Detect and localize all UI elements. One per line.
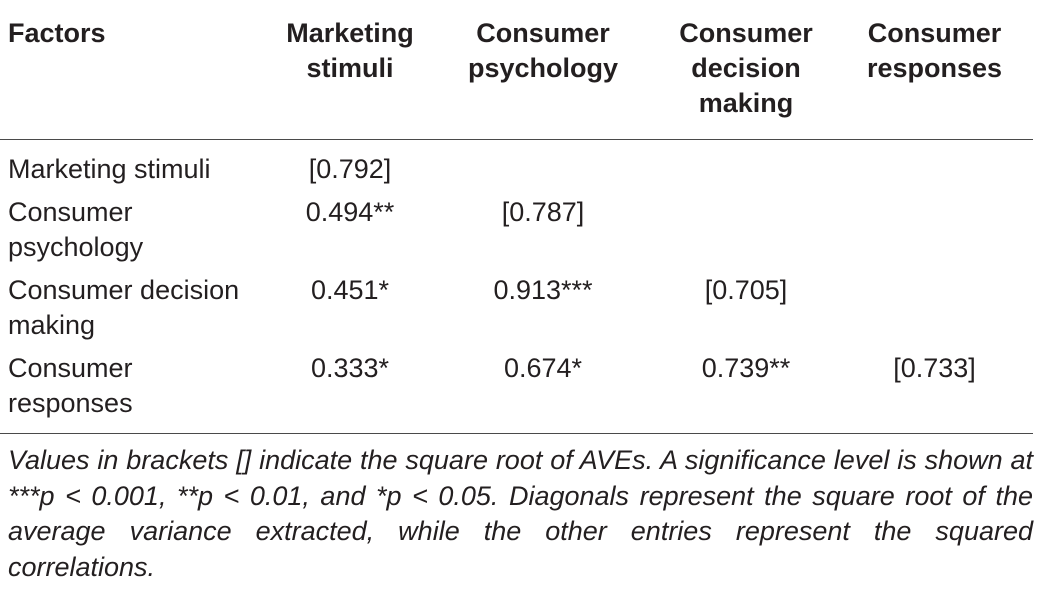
row-label-line: making: [8, 310, 96, 340]
row-label: Consumer psychology: [0, 195, 270, 273]
row-label-line: responses: [8, 388, 133, 418]
header-line: Consumer: [679, 18, 813, 48]
header-line: making: [698, 88, 794, 118]
table-cell: [0.705]: [704, 275, 788, 305]
header-consumer-psychology: Consumer psychology: [430, 0, 656, 140]
header-marketing-stimuli: Marketing stimuli: [270, 0, 430, 140]
header-line: decision: [691, 53, 801, 83]
header-consumer-decision-making: Consumer decision making: [656, 0, 836, 140]
table-cell: 0.913***: [493, 275, 593, 305]
factor-correlation-table: Factors Marketing stimuli Consumer psych…: [0, 0, 1033, 434]
table-cell: [656, 195, 836, 273]
table-cell: [836, 273, 1033, 351]
header-line: Marketing: [286, 18, 414, 48]
row-label-line: Consumer decision: [8, 275, 240, 305]
table-row: Consumer psychology 0.494** [0.787]: [0, 195, 1033, 273]
table-cell: [836, 140, 1033, 196]
header-line: Consumer: [867, 18, 1002, 48]
table-cell: [836, 195, 1033, 273]
table-cell: [0.733]: [893, 353, 976, 383]
row-label: Consumer responses: [0, 351, 270, 434]
table-cell: 0.333*: [310, 353, 390, 383]
header-line: stimuli: [306, 53, 394, 83]
header-line: responses: [866, 53, 1003, 83]
table-cell: 0.739**: [701, 353, 791, 383]
table-row: Consumer responses 0.333* 0.674* 0.739**…: [0, 351, 1033, 434]
table-cell: [0.792]: [308, 154, 392, 184]
table-row: Marketing stimuli [0.792]: [0, 140, 1033, 196]
table-cell: [430, 140, 656, 196]
header-consumer-responses: Consumer responses: [836, 0, 1033, 140]
row-label: Marketing stimuli: [0, 140, 270, 196]
table-cell: 0.494**: [305, 197, 395, 227]
header-line: Factors: [8, 18, 106, 48]
row-label: Consumer decision making: [0, 273, 270, 351]
header-line: Consumer: [476, 18, 610, 48]
row-label-line: Marketing stimuli: [8, 154, 211, 184]
table-cell: 0.451*: [310, 275, 390, 305]
row-label-line: Consumer: [8, 353, 133, 383]
row-label-line: psychology: [8, 232, 144, 262]
table-header-row: Factors Marketing stimuli Consumer psych…: [0, 0, 1033, 140]
table-row: Consumer decision making 0.451* 0.913***…: [0, 273, 1033, 351]
row-label-line: Consumer: [8, 197, 133, 227]
table-cell: [0.787]: [501, 197, 585, 227]
table-cell: [656, 140, 836, 196]
header-line: psychology: [467, 53, 619, 83]
table-footnote: Values in brackets [] indicate the squar…: [8, 445, 1033, 582]
header-factors: Factors: [0, 0, 270, 140]
table-cell: 0.674*: [503, 353, 583, 383]
